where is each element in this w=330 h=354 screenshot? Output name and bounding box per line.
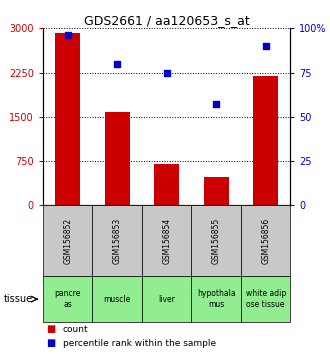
- Point: [115, 61, 120, 67]
- Text: muscle: muscle: [104, 295, 131, 304]
- Point: [164, 70, 169, 75]
- Bar: [43, 276, 92, 322]
- Text: GSM156852: GSM156852: [63, 218, 72, 264]
- Text: ■: ■: [46, 338, 55, 348]
- Point: [65, 33, 70, 38]
- Text: hypothala
mus: hypothala mus: [197, 290, 236, 309]
- Bar: [241, 276, 290, 322]
- Text: white adip
ose tissue: white adip ose tissue: [246, 290, 286, 309]
- Text: percentile rank within the sample: percentile rank within the sample: [63, 339, 216, 348]
- Text: GSM156855: GSM156855: [212, 218, 221, 264]
- Bar: [92, 276, 142, 322]
- Text: count: count: [63, 325, 88, 334]
- Bar: [142, 276, 191, 322]
- Bar: [105, 112, 129, 205]
- Bar: [253, 76, 278, 205]
- Text: ■: ■: [46, 324, 55, 334]
- Bar: [204, 177, 228, 205]
- Bar: [142, 205, 191, 276]
- Bar: [55, 33, 80, 205]
- Point: [263, 43, 268, 49]
- Text: GSM156856: GSM156856: [261, 218, 270, 264]
- Text: tissue: tissue: [3, 294, 32, 304]
- Bar: [191, 205, 241, 276]
- Bar: [43, 205, 92, 276]
- Text: GSM156853: GSM156853: [113, 218, 122, 264]
- Bar: [241, 205, 290, 276]
- Title: GDS2661 / aa120653_s_at: GDS2661 / aa120653_s_at: [84, 14, 249, 27]
- Bar: [154, 164, 179, 205]
- Bar: [92, 205, 142, 276]
- Bar: [191, 276, 241, 322]
- Point: [214, 102, 219, 107]
- Text: liver: liver: [158, 295, 175, 304]
- Text: GSM156854: GSM156854: [162, 218, 171, 264]
- Text: pancre
as: pancre as: [54, 290, 81, 309]
